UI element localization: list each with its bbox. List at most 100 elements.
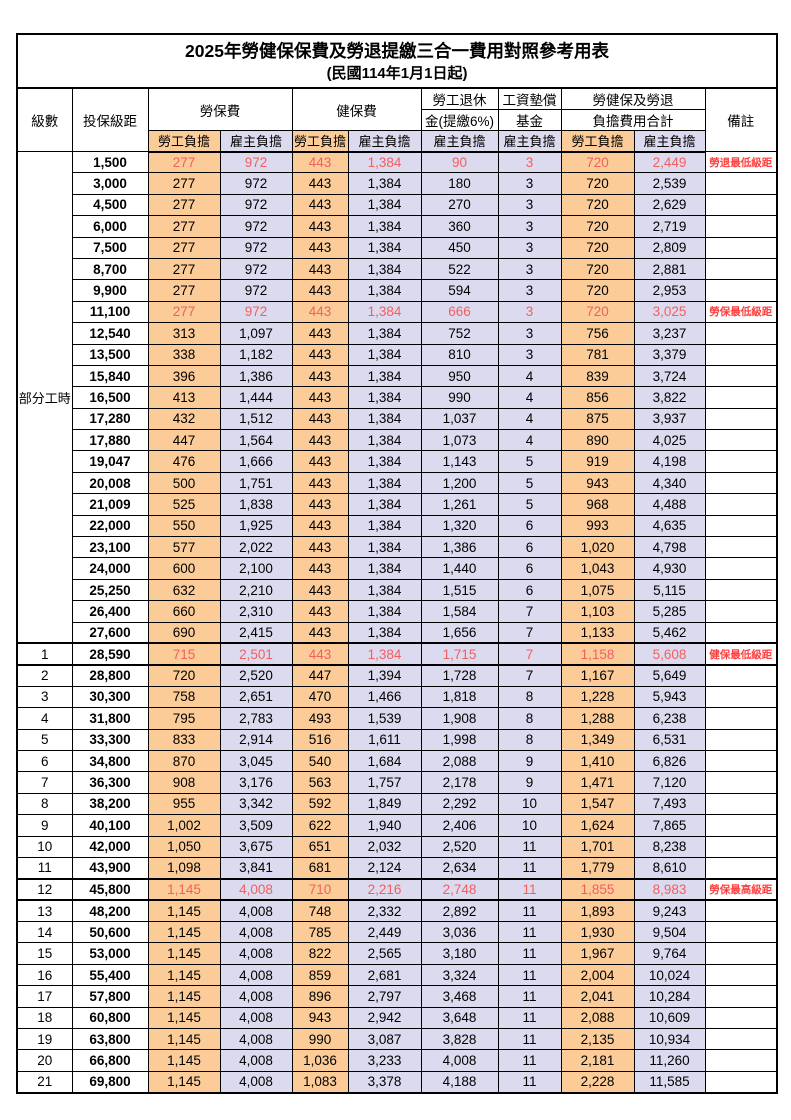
cell-labor-employer: 972 [219,172,293,195]
cell-total-employee: 1,410 [560,749,635,773]
cell-total-employee: 1,103 [560,600,635,623]
table-row: 13 48,200 1,145 4,008 748 2,332 2,892 11 1,893 9,… [16,899,778,923]
cell-health-employee: 443 [291,450,349,473]
cell-total-employer: 10,024 [633,963,706,987]
cell-level: 12 [16,877,73,902]
col-header-remark: 備註 [704,87,778,152]
cell-pension-employer: 3,648 [420,1006,499,1030]
table-row: 27,600 690 2,415 443 1,384 1,656 7 1,133 5,462 [17,621,778,644]
cell-health-employee: 443 [291,536,349,559]
cell-bracket: 23,100 [71,536,149,559]
table-row: 17 57,800 1,145 4,008 896 2,797 3,468 11 2,041 10… [16,985,778,1008]
cell-health-employee: 859 [291,963,349,987]
cell-total-employer: 2,881 [633,257,706,281]
cell-health-employer: 1,394 [347,664,422,687]
cell-total-employee: 1,075 [560,578,635,602]
table-row: 6,000 277 972 443 1,384 360 3 720 2,719 [17,215,778,238]
cell-health-employer: 3,233 [347,1049,422,1072]
cell-wage-fund-employer: 7 [497,621,562,644]
cell-pension-employer: 1,261 [420,493,499,516]
cell-remark [704,835,778,858]
cell-total-employee: 720 [560,279,635,302]
cell-remark [704,493,778,516]
cell-labor-employer: 4,008 [219,1049,293,1072]
cell-labor-employee: 1,098 [147,856,221,880]
cell-total-employee: 968 [560,493,635,516]
cell-pension-employer: 1,515 [420,578,499,602]
col-header-bracket: 投保級距 [71,87,149,152]
cell-total-employee: 720 [560,300,635,324]
cell-wage-fund-employer: 4 [497,407,562,431]
cell-health-employer: 1,539 [347,707,422,730]
cell-wage-fund-employer: 11 [497,985,562,1008]
cell-remark [704,664,778,687]
cell-remark [704,621,778,644]
cell-total-employee: 1,624 [560,814,635,837]
subheader-labor-employer: 雇主負擔 [219,130,293,153]
cell-bracket: 48,200 [71,899,149,923]
table-row: 16,500 413 1,444 443 1,384 990 4 856 3,822 [17,386,778,409]
table-row: 7 36,300 908 3,176 563 1,757 2,178 9 1,471 7,120 [16,771,778,794]
cell-remark [704,749,778,773]
cell-pension-employer: 3,180 [420,942,499,965]
cell-health-employer: 2,124 [347,856,422,880]
cell-pension-employer: 4,188 [420,1070,499,1094]
page-subtitle: (民國114年1月1日起) [326,64,468,82]
cell-labor-employer: 1,925 [219,514,293,538]
cell-bracket: 9,900 [71,279,149,302]
cell-wage-fund-employer: 6 [497,514,562,538]
cell-remark [704,364,778,388]
cell-total-employer: 8,983 [633,877,706,902]
cell-labor-employer: 972 [219,257,293,281]
cell-total-employer: 2,449 [633,150,706,174]
cell-remark [704,257,778,281]
cell-total-employer: 10,934 [633,1028,706,1051]
cell-total-employer: 3,025 [633,300,706,324]
cell-total-employee: 1,930 [560,921,635,944]
cell-total-employer: 7,120 [633,771,706,794]
cell-total-employer: 5,115 [633,578,706,602]
cell-total-employer: 4,635 [633,514,706,538]
cell-remark [704,792,778,816]
cell-wage-fund-employer: 11 [497,1070,562,1094]
cell-total-employer: 4,930 [633,557,706,580]
cell-health-employer: 1,684 [347,749,422,773]
cell-level: 15 [16,942,73,965]
cell-remark [704,1049,778,1072]
cell-labor-employee: 1,145 [147,963,221,987]
cell-level: 2 [16,664,73,687]
cell-total-employer: 9,504 [633,921,706,944]
cell-labor-employee: 447 [147,429,221,452]
cell-pension-employer: 1,073 [420,429,499,452]
cell-remark [704,322,778,345]
cell-pension-employer: 2,748 [420,877,499,902]
table-row: 3,000 277 972 443 1,384 180 3 720 2,539 [17,172,778,195]
cell-bracket: 55,400 [71,963,149,987]
cell-level: 16 [16,963,73,987]
cell-health-employee: 540 [291,749,349,773]
cell-remark: 勞保最低級距 [704,300,778,324]
cell-health-employee: 443 [291,386,349,409]
cell-health-employer: 2,565 [347,942,422,965]
col-header-total-line1: 勞健保及勞退 [560,87,706,110]
cell-bracket: 22,000 [71,514,149,538]
cell-total-employer: 9,243 [633,899,706,923]
cell-pension-employer: 2,520 [420,835,499,858]
cell-labor-employee: 715 [147,642,221,666]
cell-total-employee: 1,167 [560,664,635,687]
cell-total-employee: 1,020 [560,536,635,559]
cell-health-employee: 681 [291,856,349,880]
cell-remark [704,1028,778,1051]
cell-pension-employer: 450 [420,236,499,259]
cell-wage-fund-employer: 6 [497,557,562,580]
table-row: 5 33,300 833 2,914 516 1,611 1,998 8 1,349 6,531 [16,728,778,751]
cell-total-employer: 3,237 [633,322,706,345]
cell-remark [704,963,778,987]
cell-health-employee: 563 [291,771,349,794]
cell-labor-employer: 3,841 [219,856,293,880]
part-time-label: 部分工時 [16,151,73,644]
cell-health-employer: 2,797 [347,985,422,1008]
cell-health-employer: 1,611 [347,728,422,751]
subheader-labor-employee: 勞工負擔 [147,130,221,153]
cell-level: 17 [16,985,73,1008]
